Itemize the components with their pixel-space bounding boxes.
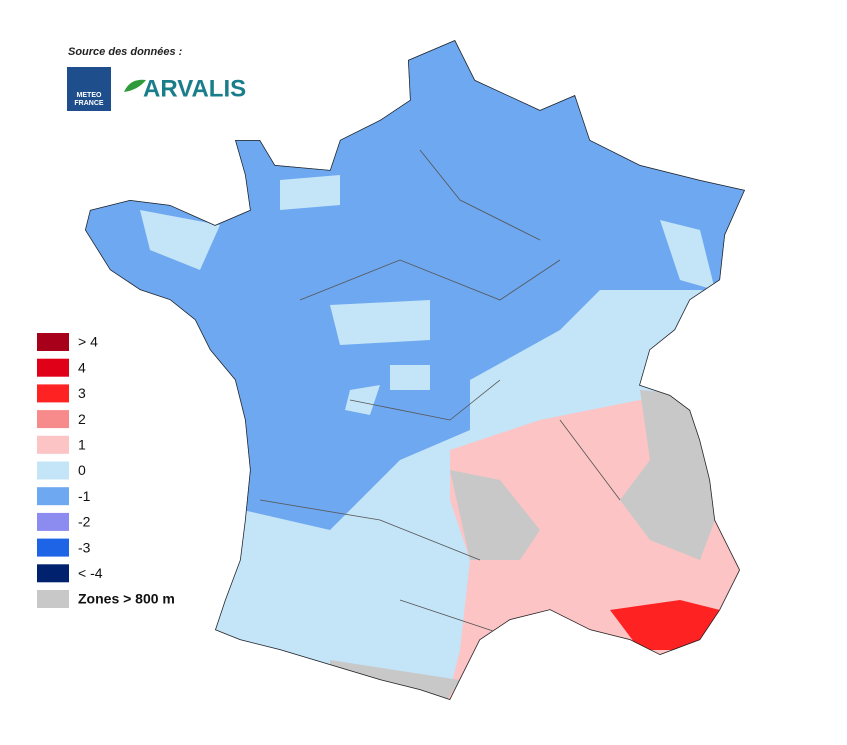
legend-swatch — [37, 538, 69, 557]
source-label: Source des données : — [68, 46, 183, 58]
legend-label: -3 — [78, 539, 91, 555]
legend-label: 2 — [78, 411, 86, 427]
meteo-logo-text: FRANCE — [74, 100, 103, 107]
legend-swatch — [37, 487, 69, 506]
legend-label: > 4 — [78, 334, 98, 350]
legend-swatch — [37, 512, 69, 531]
legend-swatch — [37, 461, 69, 480]
legend-swatch — [37, 384, 69, 403]
legend-label: -1 — [78, 488, 91, 504]
legend-swatch — [37, 590, 69, 608]
legend-swatch — [37, 333, 69, 351]
arvalis-logo: ARVALIS — [143, 75, 246, 102]
legend-swatch — [37, 435, 69, 454]
meteo-logo — [67, 67, 111, 111]
legend-label: < -4 — [78, 565, 103, 581]
legend-label: Zones > 800 m — [78, 591, 175, 607]
legend-label: 1 — [78, 437, 86, 453]
legend-label: 4 — [78, 359, 86, 375]
legend-label: 3 — [78, 385, 86, 401]
legend-swatch — [37, 358, 69, 377]
france-map — [85, 40, 745, 700]
legend-swatch — [37, 410, 69, 429]
meteo-logo-text: METEO — [77, 92, 102, 99]
legend: > 4 4 3 2 1 0 -1 -2 -3 < -4 Zones > 800 m — [37, 333, 175, 608]
legend-swatch — [37, 564, 69, 583]
arvalis-leaf — [124, 79, 146, 92]
legend-label: -2 — [78, 514, 91, 530]
legend-label: 0 — [78, 462, 86, 478]
